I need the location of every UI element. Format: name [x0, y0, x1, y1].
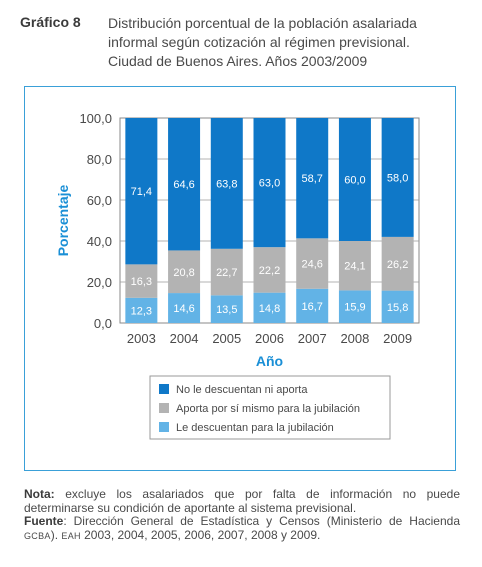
bar-segment	[338, 118, 371, 241]
data-label: 63,0	[259, 178, 280, 190]
x-tick-label: 2006	[255, 331, 284, 346]
data-label: 58,0	[387, 172, 408, 184]
bar-segment	[296, 288, 329, 323]
y-tick-label: 80,0	[87, 152, 112, 167]
bar-segment	[381, 118, 414, 237]
figure-label: Gráfico 8	[20, 14, 81, 30]
note-label: Nota:	[24, 487, 55, 501]
note-text: excluye los asalariados que por falta de…	[24, 487, 460, 515]
source-text: 2003, 2004, 2005, 2006, 2007, 2008 y 200…	[80, 527, 321, 542]
bar-segment	[210, 118, 243, 249]
bar-segment	[381, 236, 414, 291]
data-label: 20,8	[173, 267, 194, 279]
x-tick-label: 2007	[298, 331, 327, 346]
bar-segment	[338, 290, 371, 323]
source-abbrev: GCBA	[24, 530, 51, 541]
data-label: 14,8	[259, 303, 280, 315]
x-tick-label: 2009	[383, 331, 412, 346]
data-label: 14,6	[173, 303, 194, 315]
bar-segment	[168, 250, 201, 294]
legend-label: Le descuentan para la jubilación	[176, 422, 334, 434]
data-label: 71,4	[131, 186, 152, 198]
data-label: 60,0	[344, 175, 365, 187]
legend-label: Aporta por sí mismo para la jubilación	[176, 403, 360, 415]
x-tick-label: 2008	[340, 331, 369, 346]
data-label: 16,3	[131, 276, 152, 288]
data-label: 15,9	[344, 302, 365, 314]
title-line: Distribución porcentual de la población …	[108, 15, 417, 31]
data-label: 15,8	[387, 302, 408, 314]
x-tick-label: 2004	[170, 331, 199, 346]
y-tick-label: 0,0	[94, 316, 112, 331]
y-axis-title: Porcentaje	[55, 184, 71, 256]
bar-segment	[210, 248, 243, 296]
chart-frame	[24, 86, 456, 471]
bar-segment	[296, 118, 329, 239]
data-label: 13,5	[216, 304, 237, 316]
source-abbrev: EAH	[61, 530, 81, 541]
chart-footer: Nota: excluye los asalariados que por fa…	[24, 487, 460, 543]
data-label: 24,1	[344, 261, 365, 273]
bar-segment	[168, 118, 201, 251]
legend-label: No le descuentan ni aporta	[176, 384, 308, 396]
source-label: Fuente	[24, 514, 64, 528]
bar-segment	[296, 238, 329, 289]
data-label: 64,6	[173, 179, 194, 191]
x-tick-label: 2003	[127, 331, 156, 346]
title-line: informal según cotización al régimen pre…	[108, 34, 410, 50]
data-label: 26,2	[387, 259, 408, 271]
bar-segment	[381, 290, 414, 323]
legend-swatch	[159, 403, 169, 413]
bar-segment	[168, 293, 201, 323]
data-label: 22,2	[259, 265, 280, 277]
data-label: 12,3	[131, 305, 152, 317]
bar-segment	[253, 118, 286, 248]
source-text: : Dirección General de Estadística y Cen…	[63, 514, 460, 528]
y-tick-label: 100,0	[79, 111, 112, 126]
x-axis-title: Año	[256, 353, 283, 369]
y-tick-label: 60,0	[87, 193, 112, 208]
x-tick-label: 2005	[212, 331, 241, 346]
data-label: 24,6	[302, 259, 323, 271]
data-label: 22,7	[216, 267, 237, 279]
chart-title: Distribución porcentual de la población …	[108, 14, 473, 71]
data-label: 16,7	[302, 301, 323, 313]
legend-box	[149, 375, 391, 440]
bar-segment	[338, 241, 371, 291]
bar-segment	[125, 297, 158, 323]
source: Fuente: Dirección General de Estadística…	[24, 514, 460, 543]
bar-segment	[253, 247, 286, 293]
legend-swatch	[159, 384, 169, 394]
title-line: Ciudad de Buenos Aires. Años 2003/2009	[108, 53, 368, 69]
bar-segment	[210, 295, 243, 323]
bar-segment	[125, 264, 158, 298]
legend-swatch	[159, 422, 169, 432]
source-text: ).	[50, 527, 62, 542]
y-tick-label: 20,0	[87, 275, 112, 290]
data-label: 63,8	[216, 178, 237, 190]
note: Nota: excluye los asalariados que por fa…	[24, 487, 460, 515]
data-label: 58,7	[302, 173, 323, 185]
y-tick-label: 40,0	[87, 234, 112, 249]
bar-segment	[253, 292, 286, 323]
bar-segment	[125, 118, 158, 265]
